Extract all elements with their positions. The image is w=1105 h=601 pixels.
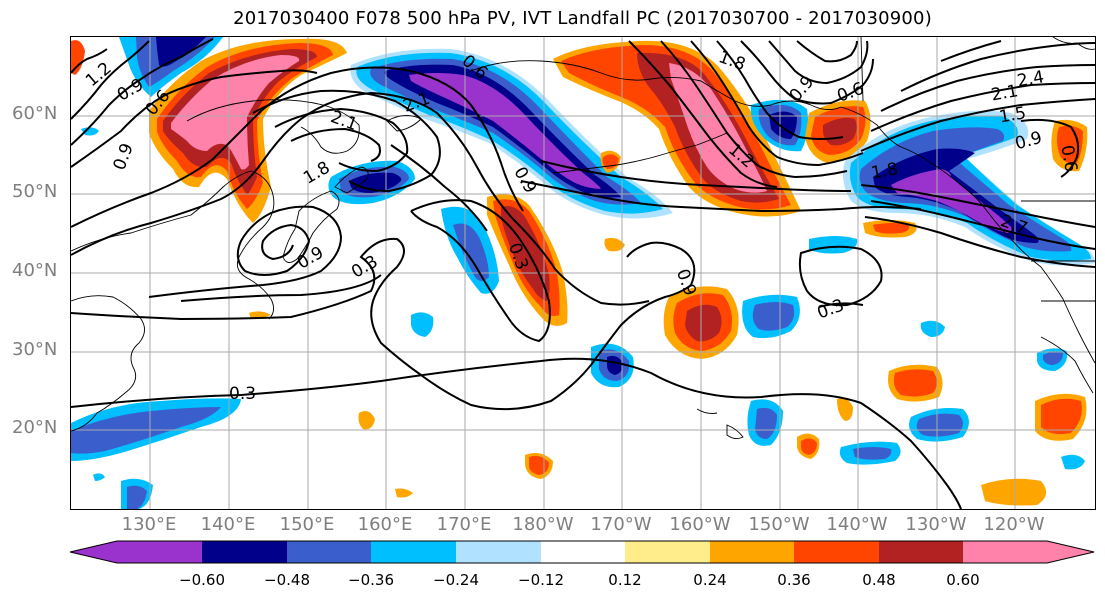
lon-label-130w: 130°W xyxy=(905,514,967,535)
colorbar-extend-min xyxy=(70,541,117,563)
lat-label-20n: 20°N xyxy=(12,417,58,438)
contour-label: 2.1 xyxy=(990,81,1020,105)
map-canvas: 1.2 0.9 0.6 0.9 0.6 2.1 1.8 2.1 0.9 0.3 … xyxy=(71,37,1095,509)
colorbar-cell xyxy=(117,541,202,563)
lat-label-30n: 30°N xyxy=(12,339,58,360)
colorbar-cell xyxy=(456,541,541,563)
colorbar-tick: −0.24 xyxy=(433,571,479,589)
map-panel[interactable]: 1.2 0.9 0.6 0.9 0.6 2.1 1.8 2.1 0.9 0.3 … xyxy=(70,36,1096,510)
contour-label: 2.4 xyxy=(1016,67,1046,91)
anomaly-negative-central xyxy=(350,48,673,219)
lon-label-160e: 160°E xyxy=(357,514,413,535)
colorbar-cell xyxy=(963,541,1047,563)
colorbar-cell xyxy=(287,541,371,563)
colorbar-tick: −0.60 xyxy=(179,571,225,589)
colorbar-cell xyxy=(625,541,710,563)
lon-label-170w: 170°W xyxy=(590,514,652,535)
colorbar-tick: −0.36 xyxy=(348,571,394,589)
map-title: 2017030400 F078 500 hPa PV, IVT Landfall… xyxy=(233,8,932,29)
anomaly-negative-ne-pacific xyxy=(843,110,1095,266)
contour-label: 0.9 xyxy=(110,141,138,173)
anomaly-negative-japan xyxy=(328,160,415,205)
lon-label-160w: 160°W xyxy=(669,514,731,535)
colorbar-tick: 0.36 xyxy=(777,571,811,589)
pv-contours xyxy=(71,38,1095,509)
colorbar-cell xyxy=(371,541,456,563)
lon-label-150e: 150°E xyxy=(279,514,335,535)
contour-label: 0.3 xyxy=(229,384,256,404)
lon-label-140e: 140°E xyxy=(200,514,256,535)
lon-label-130e: 130°E xyxy=(121,514,177,535)
coastlines xyxy=(71,37,1095,440)
colorbar-tick: −0.48 xyxy=(264,571,310,589)
lon-label-120w: 120°W xyxy=(983,514,1045,535)
contour-label: 1.2 xyxy=(82,58,116,91)
lon-label-170e: 170°E xyxy=(436,514,492,535)
colorbar-cells xyxy=(70,541,1094,563)
colorbar-cell xyxy=(541,541,625,563)
colorbar-tick: 0.60 xyxy=(946,571,980,589)
contour-label: 1.5 xyxy=(998,103,1028,127)
lat-label-40n: 40°N xyxy=(12,260,58,281)
colorbar-tick: −0.12 xyxy=(518,571,564,589)
colorbar-extend-max xyxy=(1047,541,1094,563)
colorbar-tick: 0.48 xyxy=(862,571,896,589)
colorbar-tick: 0.24 xyxy=(693,571,727,589)
colorbar-cell xyxy=(202,541,287,563)
colorbar-outline xyxy=(69,540,1095,564)
contour-label: 0.6 xyxy=(1056,144,1080,174)
lon-label-140w: 140°W xyxy=(826,514,888,535)
contour-label: 0.3 xyxy=(815,295,847,323)
lon-label-150w: 150°W xyxy=(748,514,810,535)
lat-label-60n: 60°N xyxy=(12,103,58,124)
lon-label-180w: 180°W xyxy=(512,514,574,535)
contour-label: 1.8 xyxy=(300,158,333,189)
colorbar-cell xyxy=(879,541,963,563)
colorbar-cell xyxy=(710,541,794,563)
colorbar-cell xyxy=(794,541,879,563)
colorbar-tick: 0.12 xyxy=(608,571,642,589)
contour-label: 1.8 xyxy=(870,159,900,183)
lat-label-50n: 50°N xyxy=(12,181,58,202)
